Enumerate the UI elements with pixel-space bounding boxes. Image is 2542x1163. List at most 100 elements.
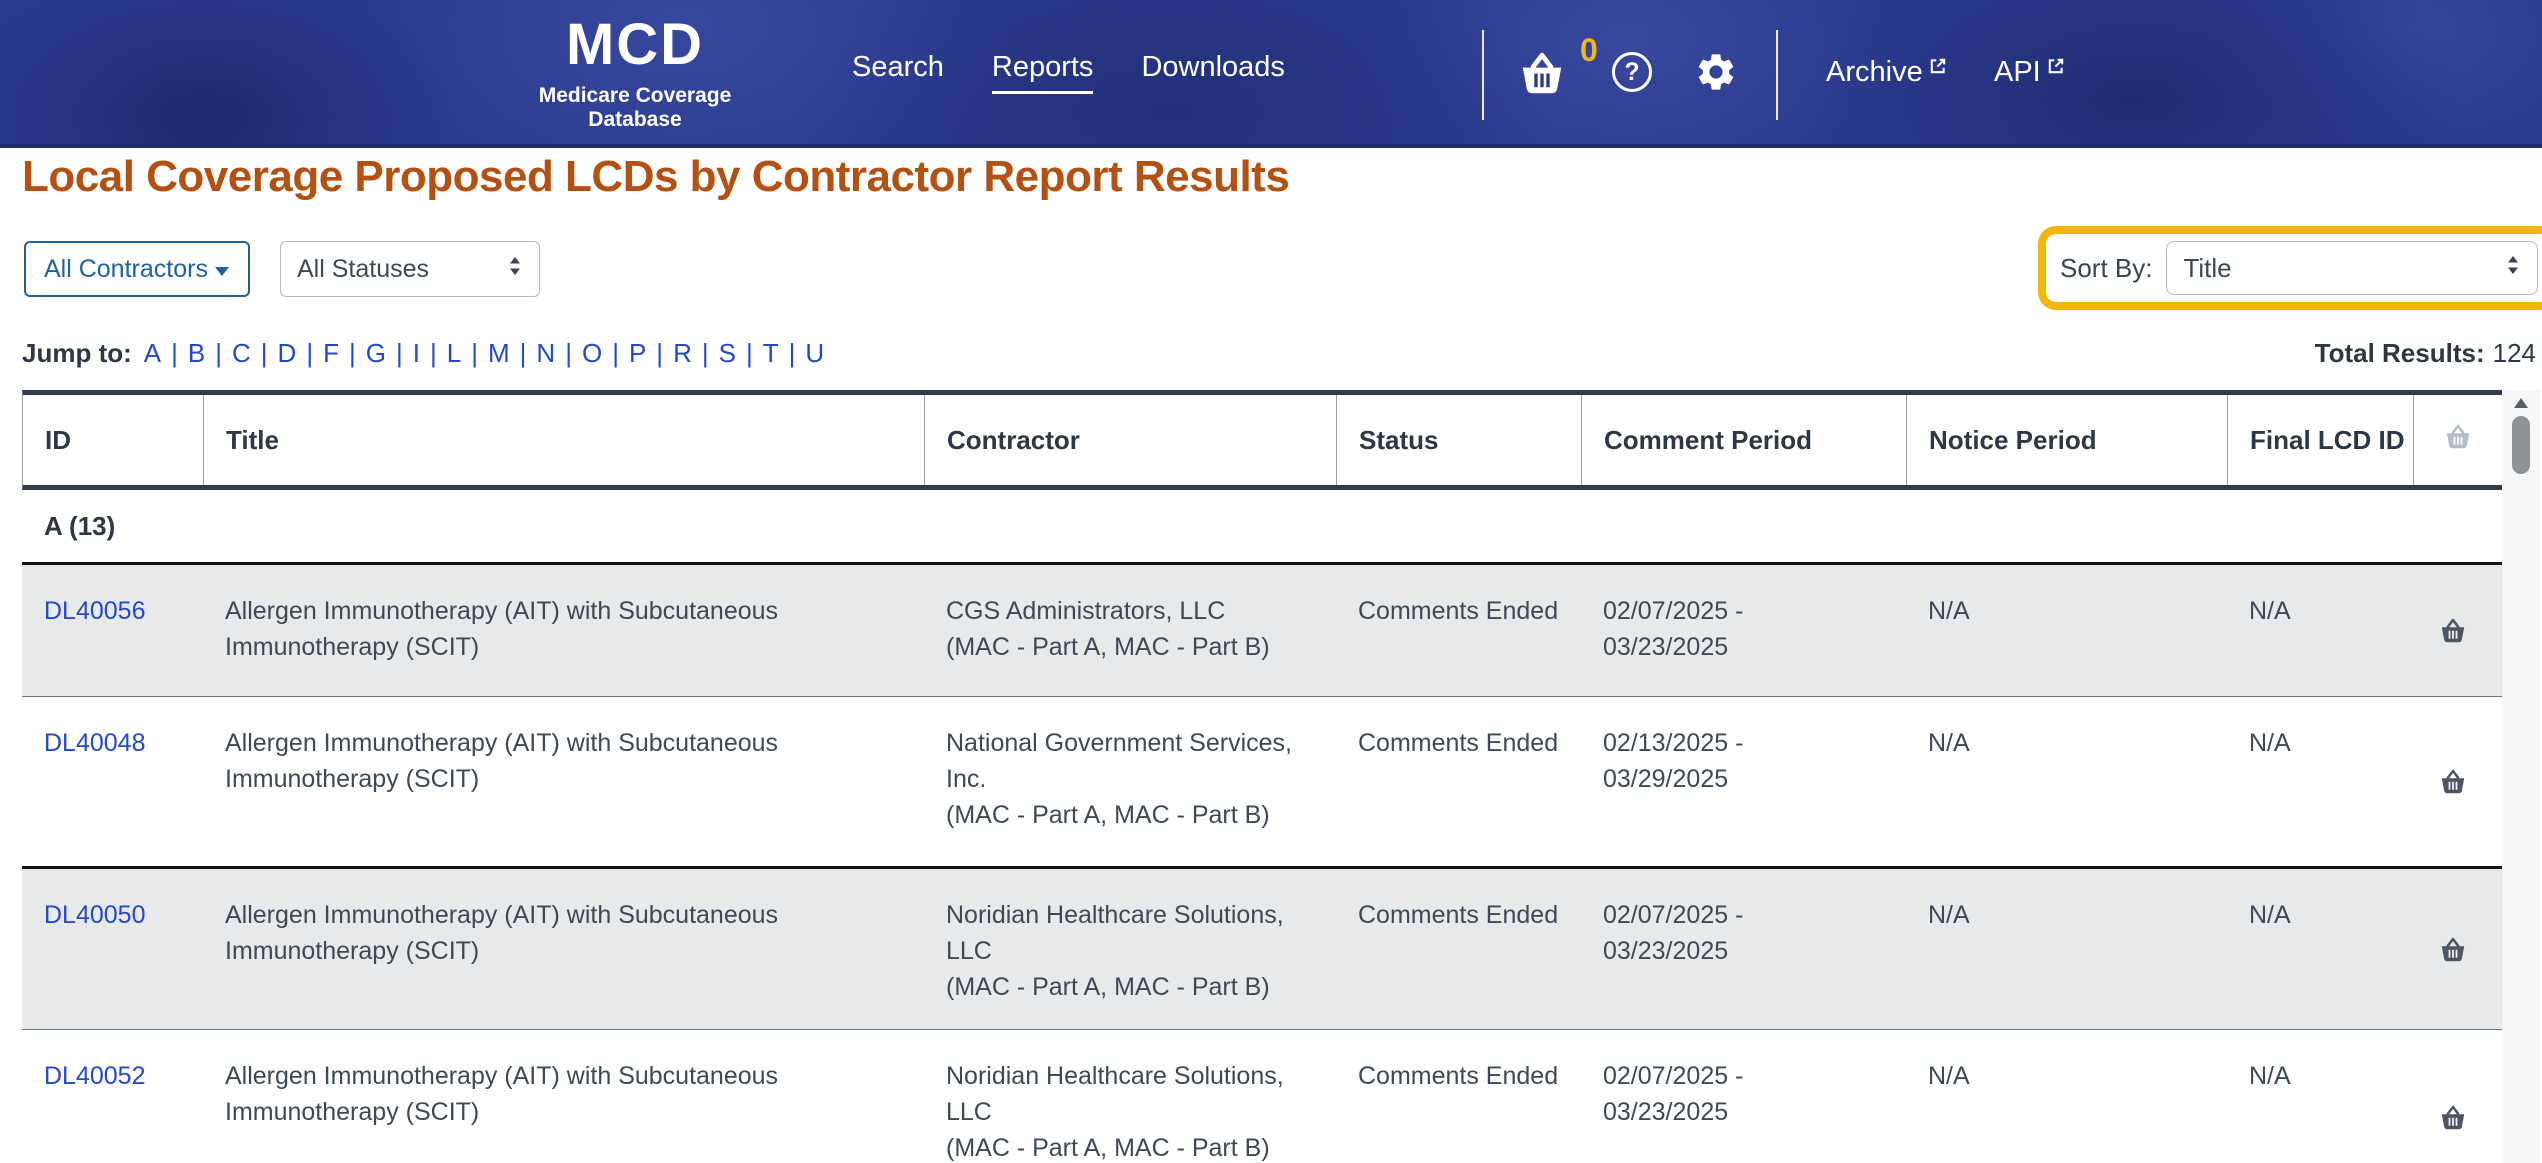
jump-letter-g[interactable]: G [365, 338, 386, 368]
lcd-id-link[interactable]: DL40052 [44, 1062, 146, 1090]
cell-notice-period: N/A [1928, 729, 1970, 757]
header-divider [1776, 30, 1778, 120]
jump-to-label: Jump to: [22, 338, 132, 368]
site-header: MCD Medicare Coverage Database Search Rep… [0, 0, 2542, 148]
contractors-filter-dropdown[interactable]: All Contractors [24, 241, 250, 297]
jump-letter-c[interactable]: C [231, 338, 251, 368]
jump-letter-n[interactable]: N [536, 338, 556, 368]
jump-letter-o[interactable]: O [581, 338, 603, 368]
chevron-down-icon [214, 255, 230, 284]
nav-reports[interactable]: Reports [991, 51, 1094, 94]
lcd-id-link[interactable]: DL40048 [44, 729, 146, 757]
column-header-basket [2414, 395, 2503, 485]
cell-comment-period: 02/07/2025 - 03/23/2025 [1603, 1062, 1744, 1126]
jump-separator: | [395, 338, 403, 368]
status-filter-select[interactable]: All Statuses [280, 241, 540, 297]
jump-separator: | [471, 338, 478, 368]
cell-contractor: Noridian Healthcare Solutions, LLC (MAC … [924, 869, 1336, 1029]
add-to-basket-button[interactable] [2439, 897, 2467, 1005]
column-header-final-lcd-id[interactable]: Final LCD ID [2228, 395, 2414, 485]
jump-separator: | [612, 338, 619, 368]
question-mark-icon: ? [1624, 57, 1640, 86]
vertical-scrollbar[interactable] [2502, 390, 2540, 1163]
cell-id: DL40050 [22, 869, 203, 1029]
jump-letter-r[interactable]: R [673, 338, 692, 368]
cell-status: Comments Ended [1358, 729, 1559, 757]
basket-icon [2439, 1105, 2467, 1134]
cell-basket [2413, 1030, 2502, 1163]
lcd-id-link[interactable]: DL40050 [44, 901, 146, 929]
api-link[interactable]: API [1994, 56, 2065, 89]
page-title: Local Coverage Proposed LCDs by Contract… [22, 152, 1290, 201]
logo-subtitle: Medicare Coverage Database [538, 84, 732, 131]
nav-downloads[interactable]: Downloads [1141, 50, 1285, 83]
jump-letter-u[interactable]: U [805, 338, 825, 368]
group-header-a: A (13) [22, 490, 2502, 562]
basket-button[interactable] [1516, 52, 1568, 101]
help-button[interactable]: ? [1612, 52, 1652, 92]
column-header-status[interactable]: Status [1337, 395, 1582, 485]
total-results: Total Results: 124 [2315, 338, 2536, 369]
cell-comment-period: 02/13/2025 - 03/29/2025 [1603, 729, 1744, 793]
contractor-name: Noridian Healthcare Solutions, LLC [946, 1062, 1284, 1126]
jump-separator: | [565, 338, 572, 368]
jump-letter-i[interactable]: I [412, 338, 420, 368]
external-link-icon [2047, 50, 2065, 83]
cell-contractor: National Government Services, Inc. (MAC … [924, 697, 1336, 866]
scrollbar-up-arrow-icon[interactable] [2514, 398, 2528, 408]
jump-separator: | [745, 338, 753, 368]
contractor-type: (MAC - Part A, MAC - Part B) [946, 801, 1270, 829]
jump-letter-a[interactable]: A [143, 338, 162, 368]
basket-icon [2439, 937, 2467, 966]
cell-basket [2413, 869, 2502, 1029]
sort-by-highlight: Sort By: Title [2038, 226, 2542, 310]
add-to-basket-button[interactable] [2439, 593, 2467, 672]
jump-letter-b[interactable]: B [187, 338, 206, 368]
mcd-logo[interactable]: MCD Medicare Coverage Database [495, 16, 775, 132]
add-to-basket-button[interactable] [2439, 1058, 2467, 1163]
api-link-label: API [1994, 56, 2041, 88]
jump-letter-f[interactable]: F [323, 338, 339, 368]
jump-letter-l[interactable]: L [446, 338, 462, 368]
add-to-basket-button[interactable] [2439, 725, 2467, 842]
archive-link[interactable]: Archive [1826, 56, 1947, 89]
column-header-comment-period[interactable]: Comment Period [1582, 395, 1907, 485]
select-arrows-icon [2505, 253, 2521, 284]
jump-separator: | [519, 338, 527, 368]
scrollbar-thumb[interactable] [2512, 416, 2530, 474]
sort-by-select[interactable]: Title [2166, 241, 2539, 295]
basket-icon [2439, 769, 2467, 798]
basket-count-badge: 0 [1580, 32, 1598, 68]
nav-search[interactable]: Search [852, 50, 944, 83]
column-header-id[interactable]: ID [23, 395, 204, 485]
settings-button[interactable] [1694, 50, 1738, 99]
jump-letter-d[interactable]: D [277, 338, 297, 368]
cell-status: Comments Ended [1358, 597, 1559, 625]
cell-comment-period: 02/07/2025 - 03/23/2025 [1603, 901, 1744, 965]
cell-status: Comments Ended [1358, 1062, 1559, 1090]
basket-icon [1516, 52, 1568, 100]
results-table: ID Title Contractor Status Comment Perio… [22, 390, 2503, 1163]
select-arrows-icon [507, 254, 523, 285]
contractor-name: Noridian Healthcare Solutions, LLC [946, 901, 1284, 965]
header-divider [1482, 30, 1484, 120]
jump-letter-m[interactable]: M [487, 338, 510, 368]
jump-letter-t[interactable]: T [762, 338, 779, 368]
jump-separator: | [701, 338, 709, 368]
column-header-title[interactable]: Title [204, 395, 925, 485]
table-row: DL40048 Allergen Immunotherapy (AIT) wit… [22, 696, 2502, 866]
cell-title: Allergen Immunotherapy (AIT) with Subcut… [225, 1062, 779, 1126]
column-header-notice-period[interactable]: Notice Period [1907, 395, 2228, 485]
cell-final-lcd-id: N/A [2249, 729, 2291, 757]
contractors-filter-label: All Contractors [44, 254, 208, 283]
lcd-id-link[interactable]: DL40056 [44, 597, 146, 625]
column-header-contractor[interactable]: Contractor [925, 395, 1337, 485]
cell-id: DL40052 [22, 1030, 203, 1163]
jump-separator: | [215, 338, 222, 368]
jump-letter-s[interactable]: S [718, 338, 736, 368]
table-body: DL40056 Allergen Immunotherapy (AIT) wit… [22, 562, 2502, 1163]
cell-final-lcd-id: N/A [2249, 1062, 2291, 1090]
basket-icon [2444, 424, 2472, 457]
cell-id: DL40056 [22, 565, 203, 696]
jump-letter-p[interactable]: P [628, 338, 647, 368]
